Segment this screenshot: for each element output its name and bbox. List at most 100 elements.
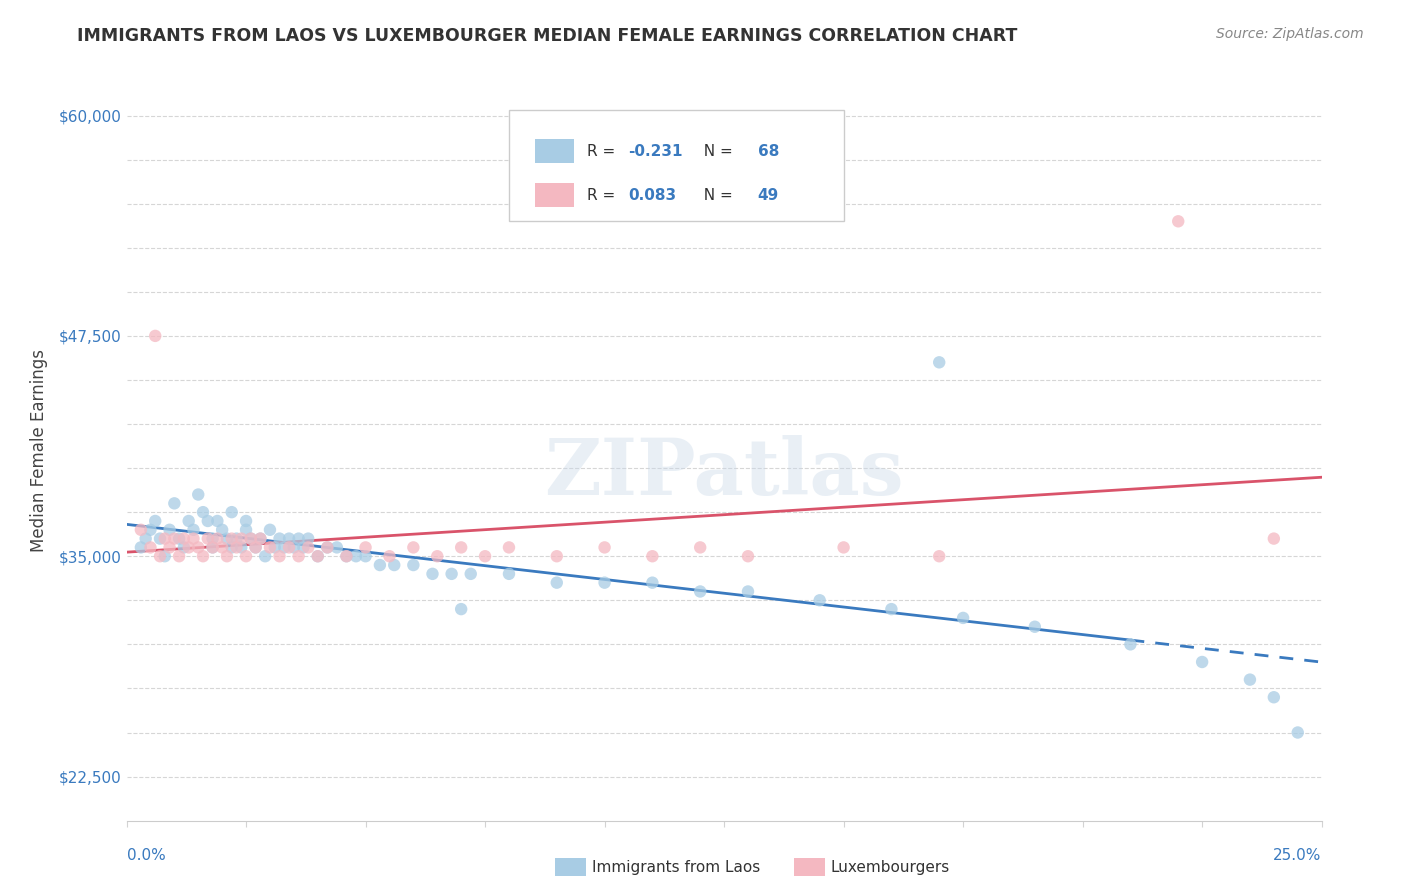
Point bbox=[159, 523, 181, 537]
Point bbox=[1286, 725, 1309, 739]
Point bbox=[197, 532, 219, 546]
Point bbox=[354, 541, 377, 555]
Point bbox=[201, 541, 224, 555]
Point bbox=[273, 541, 295, 555]
Point bbox=[239, 532, 262, 546]
Point bbox=[593, 575, 616, 590]
Point bbox=[269, 549, 291, 564]
Point bbox=[225, 532, 247, 546]
Point bbox=[235, 514, 257, 528]
Point bbox=[689, 541, 711, 555]
Point bbox=[689, 584, 711, 599]
Point bbox=[1239, 673, 1261, 687]
Point bbox=[316, 541, 339, 555]
Text: R =: R = bbox=[586, 144, 620, 159]
Point bbox=[201, 532, 224, 546]
Point bbox=[440, 566, 463, 581]
Point bbox=[426, 549, 449, 564]
Point bbox=[254, 549, 277, 564]
Point bbox=[231, 532, 253, 546]
Point bbox=[259, 541, 281, 555]
Y-axis label: Median Female Earnings: Median Female Earnings bbox=[30, 349, 48, 552]
Point bbox=[135, 532, 157, 546]
Point bbox=[167, 549, 190, 564]
Point bbox=[201, 541, 224, 555]
Point bbox=[197, 514, 219, 528]
FancyBboxPatch shape bbox=[536, 139, 574, 163]
Point bbox=[221, 532, 243, 546]
Point bbox=[221, 505, 243, 519]
Point bbox=[354, 549, 377, 564]
Point bbox=[460, 566, 482, 581]
Point bbox=[259, 523, 281, 537]
Point bbox=[235, 523, 257, 537]
Point bbox=[928, 549, 950, 564]
Point bbox=[402, 541, 425, 555]
Point bbox=[211, 541, 233, 555]
Point bbox=[225, 541, 247, 555]
Point bbox=[1191, 655, 1213, 669]
Point bbox=[952, 611, 974, 625]
Text: IMMIGRANTS FROM LAOS VS LUXEMBOURGER MEDIAN FEMALE EARNINGS CORRELATION CHART: IMMIGRANTS FROM LAOS VS LUXEMBOURGER MED… bbox=[77, 27, 1018, 45]
Text: 0.0%: 0.0% bbox=[127, 847, 166, 863]
Point bbox=[498, 541, 520, 555]
Point bbox=[546, 549, 568, 564]
Point bbox=[163, 496, 186, 510]
Point bbox=[450, 541, 472, 555]
Point bbox=[129, 541, 152, 555]
Point bbox=[177, 514, 200, 528]
Point bbox=[1024, 620, 1046, 634]
Point bbox=[292, 541, 315, 555]
Point bbox=[191, 549, 214, 564]
Point bbox=[307, 549, 329, 564]
Point bbox=[737, 549, 759, 564]
Text: Source: ZipAtlas.com: Source: ZipAtlas.com bbox=[1216, 27, 1364, 41]
Point bbox=[239, 532, 262, 546]
Point bbox=[297, 532, 319, 546]
Text: R =: R = bbox=[586, 188, 620, 202]
Point bbox=[278, 541, 301, 555]
Point bbox=[326, 541, 349, 555]
Point bbox=[307, 549, 329, 564]
Point bbox=[263, 541, 285, 555]
Point bbox=[207, 514, 229, 528]
Point bbox=[245, 541, 267, 555]
Point bbox=[153, 532, 176, 546]
Point bbox=[143, 329, 166, 343]
Point bbox=[249, 532, 271, 546]
Point bbox=[153, 549, 176, 564]
Point bbox=[143, 514, 166, 528]
Point bbox=[221, 541, 243, 555]
Point bbox=[149, 549, 172, 564]
Point bbox=[215, 549, 238, 564]
Point bbox=[149, 532, 172, 546]
Point bbox=[402, 558, 425, 572]
Point bbox=[278, 532, 301, 546]
Point bbox=[378, 549, 401, 564]
Point bbox=[1263, 690, 1285, 705]
Point bbox=[139, 523, 162, 537]
Point bbox=[832, 541, 855, 555]
Point bbox=[593, 541, 616, 555]
Text: 25.0%: 25.0% bbox=[1274, 847, 1322, 863]
Point bbox=[316, 541, 339, 555]
Point bbox=[344, 549, 367, 564]
Text: Luxembourgers: Luxembourgers bbox=[831, 860, 950, 874]
Point bbox=[641, 549, 664, 564]
Point bbox=[173, 541, 195, 555]
Point bbox=[498, 566, 520, 581]
Point bbox=[287, 549, 309, 564]
Point bbox=[422, 566, 444, 581]
Point bbox=[139, 541, 162, 555]
Point bbox=[231, 541, 253, 555]
Text: N =: N = bbox=[695, 188, 738, 202]
Point bbox=[191, 505, 214, 519]
Point bbox=[211, 523, 233, 537]
Point bbox=[163, 532, 186, 546]
Point bbox=[1167, 214, 1189, 228]
Point bbox=[368, 558, 391, 572]
Point bbox=[235, 549, 257, 564]
Text: 49: 49 bbox=[758, 188, 779, 202]
FancyBboxPatch shape bbox=[509, 110, 844, 221]
Point bbox=[450, 602, 472, 616]
